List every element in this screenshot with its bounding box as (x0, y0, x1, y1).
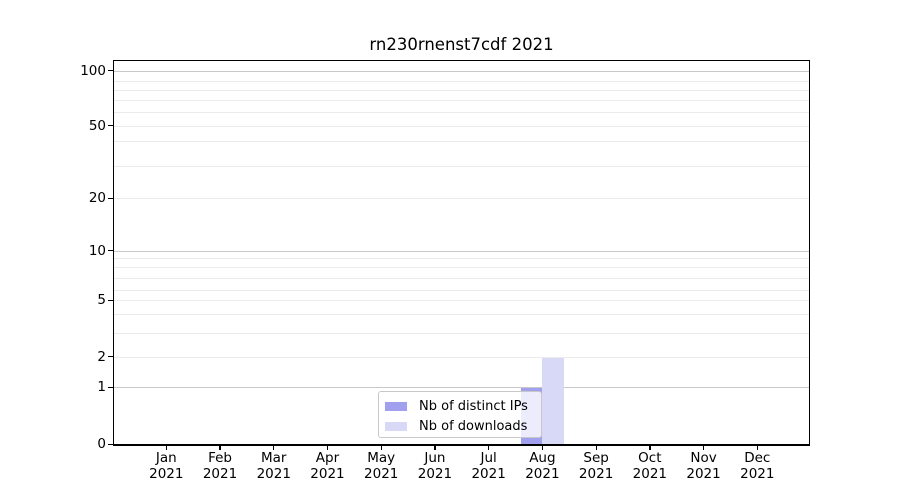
x-tick-mark-sep (595, 446, 597, 450)
month-text: Dec (744, 450, 771, 466)
gridline-minor-80 (114, 89, 809, 91)
x-tick-mark-dec (756, 446, 758, 450)
year-text: 2021 (364, 465, 399, 482)
chart-title: rn230rnenst7cdf 2021 (369, 35, 554, 54)
month-text: Jun (424, 450, 446, 466)
y-tick-mark-1 (108, 386, 113, 388)
gridline-major-100 (114, 70, 809, 72)
y-tick-mark-0 (108, 443, 113, 445)
gridline-minor-60 (114, 112, 809, 113)
x-tick-label-oct: Oct 2021 (610, 450, 690, 482)
legend-swatch-downloads (385, 421, 407, 431)
y-tick-label-20: 20 (88, 190, 106, 206)
x-tick-mark-jun (434, 446, 436, 450)
x-tick-mark-jul (488, 446, 490, 450)
y-tick-mark-5 (108, 299, 113, 301)
x-tick-mark-nov (702, 446, 705, 450)
x-tick-label-dec: Dec 2021 (717, 450, 797, 482)
month-text: Apr (315, 450, 340, 466)
year-text: 2021 (471, 465, 506, 482)
x-tick-label-feb: Feb 2021 (180, 450, 260, 482)
year-text: 2021 (202, 465, 238, 482)
gridline-minor-5 (114, 300, 809, 301)
x-tick-label-jul: Jul 2021 (449, 450, 529, 482)
x-tick-label-aug: Aug 2021 (502, 450, 582, 482)
x-tick-label-jan: Jan 2021 (126, 450, 206, 482)
y-tick-mark-20 (108, 197, 113, 199)
year-text: 2021 (256, 465, 291, 482)
gridline-major-1 (114, 387, 809, 388)
month-text: May (367, 450, 396, 466)
gridline-minor-6 (114, 289, 809, 291)
y-tick-mark-2 (108, 356, 113, 358)
gridline-minor-50 (114, 125, 809, 127)
y-tick-mark-100 (108, 70, 113, 72)
bar-downloads-aug (542, 357, 565, 444)
x-tick-label-jun: Jun 2021 (395, 450, 475, 482)
x-tick-mark-apr (326, 446, 329, 450)
y-tick-label-5: 5 (97, 292, 106, 308)
year-text: 2021 (525, 465, 560, 482)
gridline-minor-40 (114, 141, 809, 142)
gridline-minor-3 (114, 333, 809, 334)
year-text: 2021 (578, 465, 614, 482)
y-tick-label-0: 0 (97, 436, 106, 452)
gridline-minor-30 (114, 166, 809, 167)
y-tick-mark-50 (108, 125, 113, 127)
legend-label-distinct-ips: Nb of distinct IPs (419, 398, 528, 414)
x-tick-mark-feb (219, 446, 221, 450)
month-text: Oct (638, 450, 662, 466)
y-tick-label-100: 100 (80, 62, 106, 79)
x-tick-label-mar: Mar 2021 (234, 450, 314, 482)
year-text: 2021 (310, 465, 345, 482)
month-text: Mar (261, 450, 287, 466)
gridline-minor-9 (114, 257, 809, 259)
gridline-major-10 (114, 250, 809, 252)
gridline-minor-8 (114, 266, 809, 268)
x-tick-mark-oct (649, 446, 651, 450)
year-text: 2021 (740, 465, 775, 482)
gridline-minor-7 (114, 277, 809, 279)
legend-swatch-distinct-ips (385, 401, 407, 411)
plot-area (113, 60, 810, 446)
month-text: Aug (529, 450, 556, 466)
year-text: 2021 (417, 465, 453, 482)
legend-item-downloads: Nb of downloads (385, 416, 541, 436)
month-text: Feb (208, 450, 232, 466)
month-text: Jan (155, 450, 177, 466)
y-tick-mark-10 (108, 250, 113, 252)
legend-item-distinct-ips: Nb of distinct IPs (385, 396, 541, 416)
x-tick-mark-jan (165, 446, 167, 450)
gridline-minor-4 (114, 314, 809, 315)
gridline-minor-2 (114, 356, 809, 358)
x-tick-label-nov: Nov 2021 (664, 450, 744, 482)
gridline-minor-90 (114, 80, 809, 82)
month-text: Nov (690, 450, 717, 466)
gridline-minor-70 (114, 99, 809, 101)
x-tick-mark-mar (273, 446, 275, 450)
legend-label-downloads: Nb of downloads (419, 418, 528, 434)
legend: Nb of distinct IPs Nb of downloads (378, 391, 542, 438)
x-tick-label-sep: Sep 2021 (556, 450, 636, 482)
x-tick-mark-may (380, 446, 382, 450)
y-tick-label-2: 2 (97, 348, 106, 365)
gridline-minor-20 (114, 198, 809, 199)
y-tick-label-1: 1 (97, 379, 106, 395)
year-text: 2021 (632, 465, 667, 482)
y-tick-label-10: 10 (88, 242, 106, 259)
y-tick-label-50: 50 (88, 117, 106, 134)
x-tick-label-may: May 2021 (341, 450, 421, 482)
month-text: Jul (480, 450, 497, 466)
year-text: 2021 (686, 465, 721, 482)
year-text: 2021 (149, 465, 184, 482)
x-tick-label-apr: Apr 2021 (287, 450, 367, 482)
x-tick-mark-aug (541, 446, 544, 450)
month-text: Sep (583, 450, 609, 466)
